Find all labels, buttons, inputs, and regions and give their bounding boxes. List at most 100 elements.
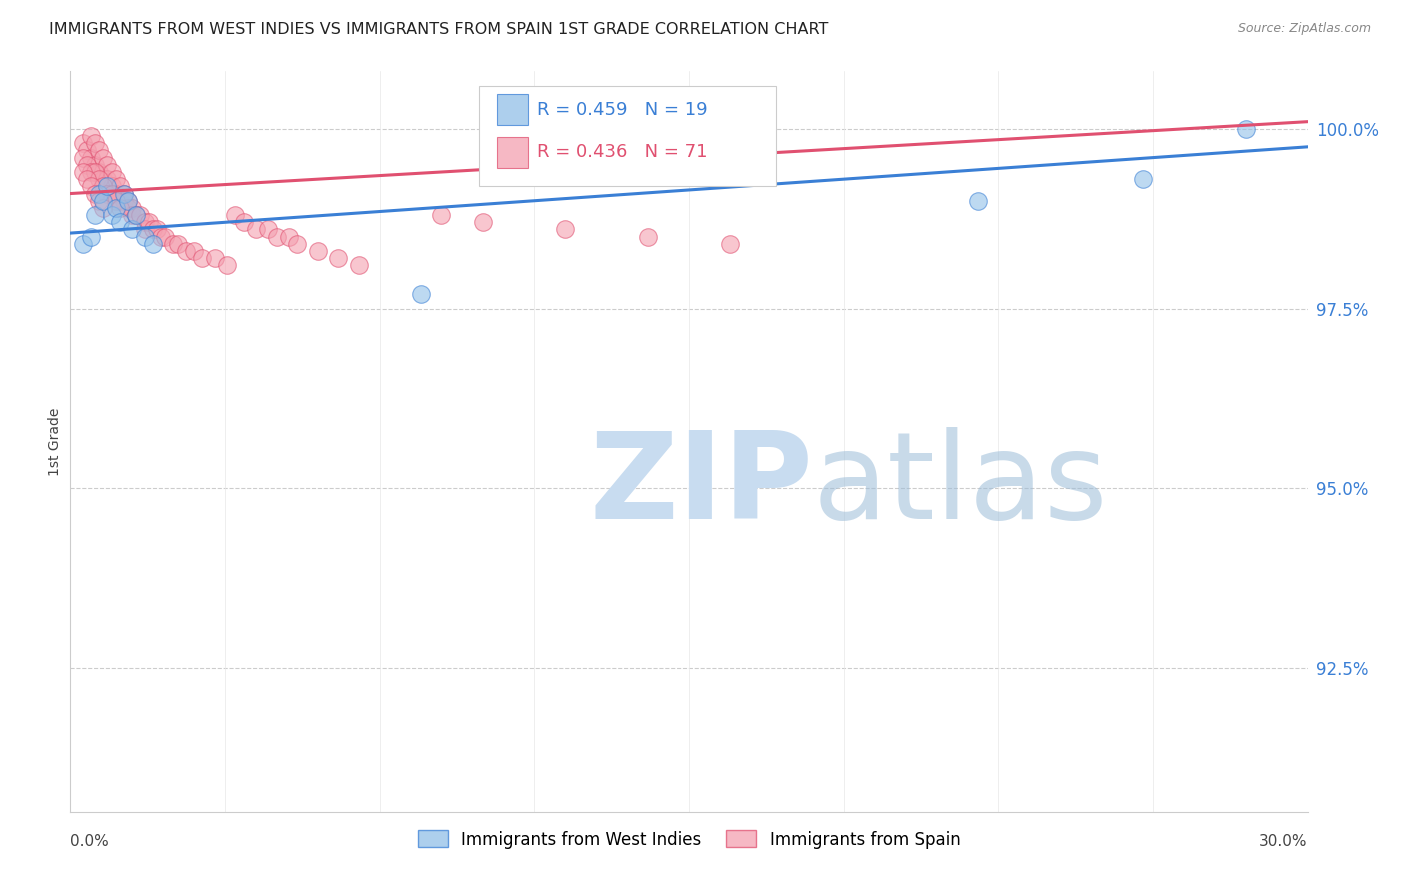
Point	[84, 208, 107, 222]
Point	[183, 244, 205, 258]
Point	[89, 194, 111, 208]
Point	[84, 186, 107, 201]
Point	[328, 252, 350, 266]
Point	[84, 165, 107, 179]
Point	[100, 186, 122, 201]
Point	[76, 158, 98, 172]
Point	[718, 236, 741, 251]
Text: IMMIGRANTS FROM WEST INDIES VS IMMIGRANTS FROM SPAIN 1ST GRADE CORRELATION CHART: IMMIGRANTS FROM WEST INDIES VS IMMIGRANT…	[49, 22, 828, 37]
Text: Source: ZipAtlas.com: Source: ZipAtlas.com	[1237, 22, 1371, 36]
Point	[96, 158, 118, 172]
Point	[72, 136, 94, 151]
Point	[112, 186, 135, 201]
Point	[104, 194, 127, 208]
Point	[142, 236, 165, 251]
Point	[266, 229, 288, 244]
Text: ZIP: ZIP	[591, 427, 814, 544]
Point	[1132, 172, 1154, 186]
Point	[121, 201, 143, 215]
Point	[162, 236, 184, 251]
Point	[471, 215, 494, 229]
Point	[174, 244, 197, 258]
Text: 0.0%: 0.0%	[70, 834, 110, 849]
Point	[108, 194, 131, 208]
Point	[89, 144, 111, 158]
Point	[108, 215, 131, 229]
Point	[125, 208, 148, 222]
Point	[91, 179, 114, 194]
FancyBboxPatch shape	[478, 87, 776, 186]
Point	[100, 165, 122, 179]
Point	[76, 144, 98, 158]
Point	[100, 179, 122, 194]
Point	[153, 229, 176, 244]
Point	[80, 151, 103, 165]
Point	[125, 208, 148, 222]
Point	[966, 194, 988, 208]
Point	[1234, 121, 1257, 136]
Point	[637, 229, 659, 244]
Point	[129, 208, 152, 222]
Text: R = 0.436   N = 71: R = 0.436 N = 71	[537, 143, 707, 161]
Point	[89, 186, 111, 201]
Point	[104, 186, 127, 201]
Point	[347, 259, 370, 273]
Point	[232, 215, 254, 229]
Point	[72, 151, 94, 165]
Point	[150, 229, 173, 244]
Point	[204, 252, 226, 266]
Text: R = 0.459   N = 19: R = 0.459 N = 19	[537, 101, 707, 119]
Point	[121, 208, 143, 222]
Point	[285, 236, 308, 251]
Point	[72, 165, 94, 179]
Bar	[498, 136, 529, 168]
Text: 30.0%: 30.0%	[1260, 834, 1308, 849]
Point	[245, 222, 267, 236]
Point	[108, 179, 131, 194]
Point	[80, 179, 103, 194]
Point	[134, 222, 156, 236]
Point	[72, 236, 94, 251]
Point	[89, 172, 111, 186]
Point	[138, 215, 160, 229]
Point	[215, 259, 238, 273]
Point	[112, 186, 135, 201]
Point	[100, 208, 122, 222]
Legend: Immigrants from West Indies, Immigrants from Spain: Immigrants from West Indies, Immigrants …	[411, 823, 967, 855]
Point	[191, 252, 214, 266]
Point	[277, 229, 299, 244]
Point	[76, 172, 98, 186]
Point	[96, 179, 118, 194]
Point	[121, 222, 143, 236]
Point	[96, 172, 118, 186]
Point	[409, 287, 432, 301]
Point	[91, 201, 114, 215]
Point	[84, 136, 107, 151]
Point	[104, 172, 127, 186]
Point	[89, 165, 111, 179]
Point	[224, 208, 246, 222]
Point	[112, 194, 135, 208]
Y-axis label: 1st Grade: 1st Grade	[48, 408, 62, 475]
Point	[84, 158, 107, 172]
Point	[80, 129, 103, 144]
Point	[554, 222, 576, 236]
Point	[166, 236, 188, 251]
Point	[80, 229, 103, 244]
Point	[430, 208, 453, 222]
Point	[104, 201, 127, 215]
Bar	[498, 95, 529, 126]
Point	[142, 222, 165, 236]
Point	[91, 194, 114, 208]
Point	[307, 244, 329, 258]
Point	[91, 172, 114, 186]
Point	[134, 215, 156, 229]
Point	[257, 222, 280, 236]
Point	[96, 186, 118, 201]
Point	[146, 222, 169, 236]
Point	[117, 194, 139, 208]
Point	[134, 229, 156, 244]
Point	[108, 201, 131, 215]
Point	[117, 194, 139, 208]
Point	[80, 165, 103, 179]
